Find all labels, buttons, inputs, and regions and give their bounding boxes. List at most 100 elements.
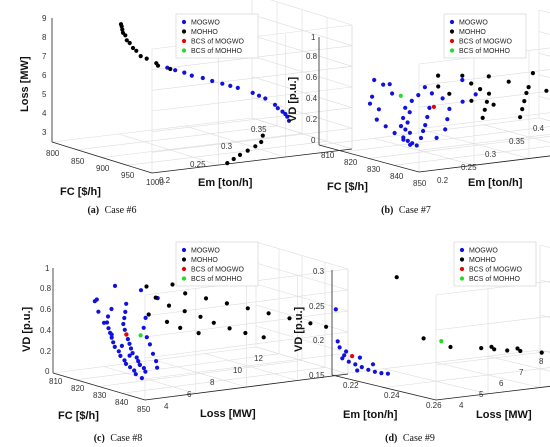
data-point: [235, 85, 240, 90]
z-axis-label: VD [p.u.]: [21, 306, 33, 352]
data-points: [118, 22, 292, 166]
data-point: [112, 283, 118, 288]
data-point: [119, 343, 124, 348]
data-point: [370, 362, 376, 367]
legend-entry: MOHHO: [191, 257, 218, 264]
data-point: [286, 118, 292, 123]
legend-entry: MOHHO: [469, 257, 496, 264]
z-tick-label: 0.6: [40, 305, 52, 314]
x-tick-label: 0.24: [384, 391, 400, 400]
x-tick-label: 850: [413, 179, 427, 188]
data-point: [355, 368, 360, 373]
axes-box: [52, 268, 349, 401]
z-tick-label: 5: [42, 90, 47, 99]
data-point: [418, 135, 424, 141]
data-point: [473, 92, 478, 97]
data-point: [173, 68, 178, 73]
data-point: [544, 88, 549, 93]
axes-box: [51, 18, 353, 174]
data-point: [178, 325, 183, 330]
caption-text: Case #8: [110, 433, 142, 444]
caption-label: (a): [87, 205, 99, 216]
data-point: [144, 284, 149, 289]
legend-marker: [181, 247, 187, 253]
grid-line: [144, 331, 349, 359]
panel-case-8: 810 820 830 840 850 4 6 8 10 12 0 0.2 0.…: [21, 241, 349, 444]
x-tick-label: 820: [344, 158, 358, 167]
data-point: [154, 359, 159, 364]
grid-line: [418, 112, 550, 130]
grid-line: [118, 133, 219, 166]
y-tick-label: 5: [479, 390, 484, 399]
data-point: [427, 105, 432, 110]
grid-line: [539, 314, 550, 318]
data-point: [390, 91, 395, 96]
data-point: [245, 148, 250, 153]
data-point: [166, 303, 172, 308]
y-tick-label: 0.3: [221, 142, 233, 151]
data-point: [92, 299, 97, 304]
data-point: [486, 74, 491, 79]
grid-line: [487, 356, 550, 372]
data-point: [381, 82, 386, 87]
y-tick-label: 12: [254, 354, 263, 363]
data-point: [128, 346, 134, 351]
legend-box: [175, 13, 259, 59]
grid-line: [428, 131, 530, 159]
data-point: [522, 99, 527, 104]
data-point: [155, 365, 160, 370]
grid-line: [435, 362, 541, 388]
x-tick-label: 800: [46, 149, 60, 158]
data-point: [138, 333, 143, 338]
data-point: [350, 354, 355, 359]
data-point: [237, 152, 243, 157]
y-tick-label: 0.35: [509, 137, 525, 146]
data-point: [125, 337, 130, 342]
z-axis-label: VD [p.u.]: [293, 306, 305, 352]
data-point: [401, 137, 406, 142]
grid-line: [185, 125, 286, 158]
data-point: [112, 344, 117, 349]
data-point: [379, 371, 384, 376]
data-point: [482, 107, 487, 112]
data-point: [260, 133, 265, 138]
grid-line: [383, 368, 489, 395]
data-point: [405, 138, 410, 143]
data-point: [120, 30, 126, 35]
grid-line: [103, 366, 196, 394]
y-tick-label: 6: [499, 379, 504, 388]
data-point: [123, 309, 128, 314]
data-point: [109, 306, 114, 312]
grid-line: [251, 55, 353, 88]
x-axis-label: Em [ton/h]: [343, 409, 398, 421]
panel-case-6: 800 850 900 950 1000 0.2 0.25 0.3 0.35 3…: [19, 0, 353, 216]
data-point: [122, 327, 127, 332]
data-point: [200, 75, 205, 81]
y-tick-label: 0.25: [190, 160, 206, 169]
data-point: [198, 314, 203, 319]
grid-line: [251, 76, 353, 108]
data-point: [141, 366, 146, 371]
grid-line: [101, 133, 303, 158]
data-point: [429, 91, 434, 96]
data-point: [480, 115, 485, 120]
data-point: [324, 324, 329, 329]
data-point: [220, 81, 225, 86]
legend-entry: BCS of MOHHO: [469, 276, 521, 283]
legend-marker: [459, 276, 465, 281]
legend-marker: [181, 276, 187, 281]
tick-labels: 810 820 830 840 850 0.2 0.25 0.3 0.35 0.…: [306, 33, 545, 188]
x-axis-line: [331, 374, 437, 401]
legend-entry: BCS of MOHHO: [459, 48, 511, 55]
figure-caption: (b) Case #7: [381, 205, 431, 216]
data-point: [398, 93, 403, 98]
x-tick-label: 1000: [146, 178, 164, 187]
data-point: [383, 124, 388, 129]
data-point: [124, 332, 129, 337]
x-tick-label: 820: [71, 384, 85, 393]
data-point: [337, 345, 342, 350]
data-point: [434, 135, 439, 140]
data-point: [154, 61, 159, 66]
x-axis-line: [52, 372, 146, 401]
y-tick-label: 8: [539, 357, 544, 366]
